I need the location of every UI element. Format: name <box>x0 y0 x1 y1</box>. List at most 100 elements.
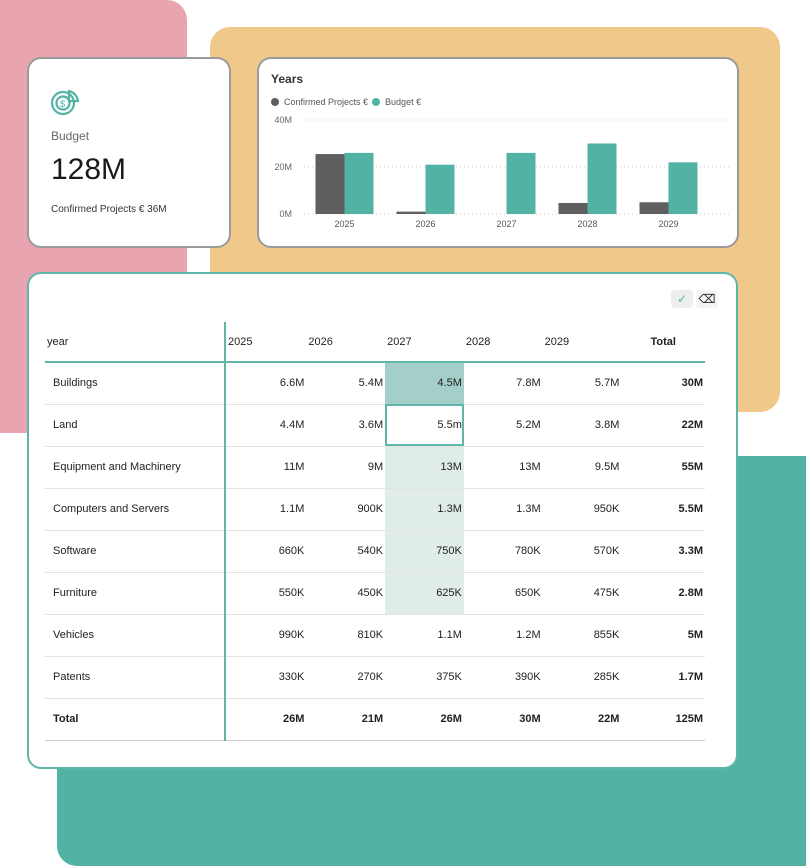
row-total-cell[interactable]: 30M <box>621 362 705 405</box>
value-cell[interactable]: 13M <box>385 446 464 489</box>
value-cell[interactable]: 1.2M <box>463 614 543 657</box>
chart-title: Years <box>271 72 304 86</box>
value-cell[interactable]: 540K <box>306 530 386 573</box>
value-cell[interactable]: 810K <box>306 614 386 657</box>
eraser-icon[interactable]: ⌫ <box>696 290 718 308</box>
row-label: Land <box>45 404 226 447</box>
row-header-label: year <box>45 322 226 363</box>
value-cell[interactable]: 30M <box>463 698 543 741</box>
column-header-2027[interactable]: 2027 <box>385 322 464 363</box>
value-cell[interactable]: 26M <box>225 698 307 741</box>
value-cell[interactable]: 9.5M <box>542 446 622 489</box>
row-label: Total <box>45 698 226 741</box>
value-cell[interactable]: 450K <box>306 572 386 615</box>
confirmed-bar-2028[interactable] <box>558 202 588 214</box>
row-total-cell[interactable]: 3.3M <box>621 530 705 573</box>
budget-bar-2028[interactable] <box>587 143 617 215</box>
value-cell[interactable]: 900K <box>306 488 386 531</box>
value-cell[interactable]: 5.2M <box>463 404 543 447</box>
value-cell[interactable]: 625K <box>385 572 464 615</box>
x-tick-label: 2028 <box>577 219 597 229</box>
budget-coin-icon: $ <box>50 89 80 116</box>
total-row: Total 26M 21M 26M 30M 22M 125M <box>45 698 705 741</box>
value-cell[interactable]: 9M <box>306 446 386 489</box>
table-row: Buildings 6.6M 5.4M 4.5M 7.8M 5.7M 30M <box>45 362 705 405</box>
value-cell[interactable]: 1.3M <box>463 488 543 531</box>
budget-matrix: year 2025 2026 2027 2028 2029 Total Buildings 6… <box>45 322 705 741</box>
value-cell[interactable]: 11M <box>225 446 307 489</box>
value-cell[interactable]: 5.4M <box>306 362 386 405</box>
budget-bar-2025[interactable] <box>344 152 374 214</box>
row-total-cell[interactable]: 1.7M <box>621 656 705 699</box>
value-cell[interactable]: 5.7M <box>542 362 622 405</box>
table-row: Computers and Servers 1.1M 900K 1.3M 1.3M 950… <box>45 488 705 531</box>
table-row: Land 4.4M 3.6M 5.5m 5.2M 3.8M 22M <box>45 404 705 447</box>
value-cell[interactable]: 4.4M <box>225 404 307 447</box>
column-header-2029[interactable]: 2029 <box>542 322 622 363</box>
value-cell[interactable]: 1.3M <box>385 488 464 531</box>
value-cell[interactable]: 13M <box>463 446 543 489</box>
y-tick-label: 40M <box>274 115 292 125</box>
chart-legend: Confirmed Projects € Budget € <box>271 97 421 107</box>
value-cell[interactable]: 1.1M <box>225 488 307 531</box>
value-cell[interactable]: 660K <box>225 530 307 573</box>
value-cell[interactable]: 650K <box>463 572 543 615</box>
value-cell[interactable]: 780K <box>463 530 543 573</box>
column-header-2026[interactable]: 2026 <box>306 322 386 363</box>
value-cell[interactable]: 5.5m <box>385 404 464 447</box>
years-chart-card: Years Confirmed Projects € Budget € 0M 20… <box>257 57 739 248</box>
value-cell[interactable]: 390K <box>463 656 543 699</box>
value-cell[interactable]: 270K <box>306 656 386 699</box>
row-total-cell[interactable]: 125M <box>621 698 705 741</box>
value-cell[interactable]: 990K <box>225 614 307 657</box>
legend-budget[interactable]: Budget € <box>385 97 422 107</box>
row-total-cell[interactable]: 2.8M <box>621 572 705 615</box>
value-cell[interactable]: 3.6M <box>306 404 386 447</box>
row-label: Patents <box>45 656 226 699</box>
x-tick-label: 2025 <box>334 219 354 229</box>
kpi-subtitle: Confirmed Projects € 36M <box>51 204 167 215</box>
budget-kpi-card: $ Budget 128M Confirmed Projects € 36M <box>27 57 231 248</box>
value-cell[interactable]: 21M <box>306 698 386 741</box>
value-cell[interactable]: 375K <box>385 656 464 699</box>
legend-confirmed[interactable]: Confirmed Projects € <box>284 97 369 107</box>
value-cell[interactable]: 950K <box>542 488 622 531</box>
value-cell[interactable]: 750K <box>385 530 464 573</box>
row-total-cell[interactable]: 55M <box>621 446 705 489</box>
value-cell[interactable]: 3.8M <box>542 404 622 447</box>
x-tick-label: 2027 <box>496 219 516 229</box>
x-tick-label: 2026 <box>415 219 435 229</box>
value-cell[interactable]: 570K <box>542 530 622 573</box>
value-cell[interactable]: 550K <box>225 572 307 615</box>
svg-text:$: $ <box>60 99 65 109</box>
value-cell[interactable]: 4.5M <box>385 362 464 405</box>
row-total-cell[interactable]: 5M <box>621 614 705 657</box>
row-label: Equipment and Machinery <box>45 446 226 489</box>
row-total-cell[interactable]: 5.5M <box>621 488 705 531</box>
row-total-cell[interactable]: 22M <box>621 404 705 447</box>
confirm-icon[interactable]: ✓ <box>671 290 693 308</box>
legend-dot-confirmed <box>271 98 279 106</box>
confirmed-bar-2026[interactable] <box>396 211 426 214</box>
budget-bar-2029[interactable] <box>668 162 698 214</box>
value-cell[interactable]: 7.8M <box>463 362 543 405</box>
column-header-2025[interactable]: 2025 <box>225 322 307 363</box>
row-label: Computers and Servers <box>45 488 226 531</box>
value-cell[interactable]: 475K <box>542 572 622 615</box>
column-header-total[interactable]: Total <box>621 322 705 363</box>
value-cell[interactable]: 330K <box>225 656 307 699</box>
value-cell[interactable]: 6.6M <box>225 362 307 405</box>
table-row: Patents 330K 270K 375K 390K 285K 1.7M <box>45 656 705 699</box>
value-cell[interactable]: 22M <box>542 698 622 741</box>
matrix-table-card: ✓ ⌫ year 2025 2026 2027 2028 2029 Total Buildi… <box>27 272 738 769</box>
value-cell[interactable]: 285K <box>542 656 622 699</box>
confirmed-bar-2029[interactable] <box>639 202 669 214</box>
confirmed-bar-2025[interactable] <box>315 154 345 214</box>
value-cell[interactable]: 855K <box>542 614 622 657</box>
budget-bar-2027[interactable] <box>506 152 536 214</box>
column-header-2028[interactable]: 2028 <box>463 322 543 363</box>
value-cell[interactable]: 26M <box>385 698 464 741</box>
budget-bar-2026[interactable] <box>425 164 455 214</box>
y-tick-label: 20M <box>274 162 292 172</box>
value-cell[interactable]: 1.1M <box>385 614 464 657</box>
